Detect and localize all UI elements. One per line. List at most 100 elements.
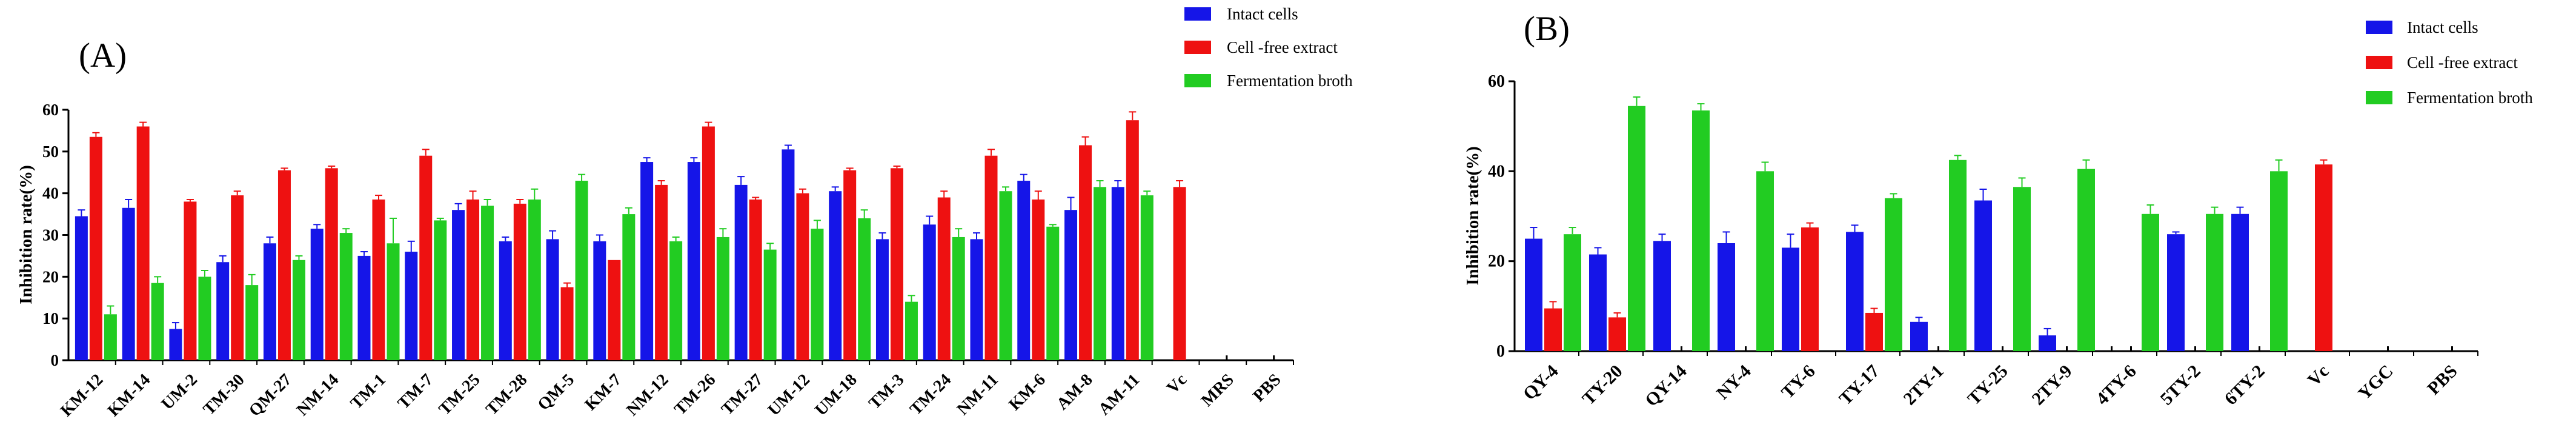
bar-2ty-1-s0	[1910, 321, 1928, 351]
y-tick-label: 0	[51, 351, 59, 369]
bar-tm-1-s2	[387, 243, 400, 360]
bar-tm-28-s0	[499, 241, 512, 360]
y-tick-label: 20	[42, 267, 59, 286]
bar-um-18-s1	[843, 170, 857, 360]
bar-am-11-s1	[1126, 120, 1139, 361]
bar-ny-4-s0	[1718, 243, 1735, 351]
x-tick-label: UM-2	[158, 371, 201, 414]
legend-swatch-0	[2366, 21, 2392, 34]
x-tick-label: KM-7	[581, 371, 625, 415]
bar-qm-27-s0	[263, 243, 276, 360]
bar-nm-12-s2	[669, 241, 683, 360]
bar-tm-3-s2	[905, 301, 918, 360]
bar-qy-4-s1	[1544, 308, 1562, 351]
bar-km-14-s2	[151, 283, 164, 360]
bar-qm-5-s1	[560, 287, 574, 360]
legend-swatch-2	[2366, 91, 2392, 104]
bar-nm-12-s1	[655, 184, 668, 360]
bar-um-18-s2	[858, 218, 871, 360]
bar-tm-26-s0	[687, 162, 700, 360]
x-tick-label: TM-7	[394, 371, 436, 413]
bar-qm-27-s2	[292, 260, 305, 360]
bar-um-18-s0	[829, 191, 842, 360]
bar-km-6-s2	[1046, 226, 1060, 360]
y-axis-label: Inhibition rate(%)	[16, 165, 36, 304]
y-tick-label: 20	[1488, 252, 1505, 271]
x-tick-label: AM-11	[1095, 371, 1143, 419]
y-tick-label: 40	[1488, 162, 1505, 181]
panel-1: (B) Inhibition rate(%) 0 20 40 60 QY-4 TY-20 QY-…	[1463, 10, 2533, 411]
bar-km-12-s1	[89, 136, 102, 360]
bar-ty-17-s2	[1885, 198, 1902, 351]
y-tick-label: 40	[42, 184, 59, 203]
x-tick-label: Vc	[1163, 371, 1190, 398]
bar-tm-24-s1	[937, 197, 951, 360]
bar-qy-14-s0	[1653, 241, 1671, 351]
bar-qy-14-s2	[1692, 110, 1710, 352]
legend-label-1: Cell -free extract	[2407, 53, 2518, 72]
bar-qm-27-s1	[277, 170, 291, 360]
x-tick-label: QY-4	[1519, 361, 1562, 404]
legend-label-2: Fermentation broth	[1227, 72, 1353, 90]
bar-5ty-2-s0	[2167, 234, 2185, 351]
y-tick-label: 60	[42, 101, 59, 119]
bar-vc-s1	[2315, 164, 2332, 351]
x-tick-label: AM-8	[1053, 371, 1096, 414]
bar-um-2-s1	[184, 201, 197, 360]
y-tick-label: 60	[1488, 72, 1505, 91]
bar-tm-30-s1	[231, 195, 244, 360]
bar-tm-28-s1	[513, 203, 526, 360]
bar-km-14-s1	[136, 126, 150, 361]
legend-swatch-0	[1184, 7, 1211, 21]
bar-nm-14-s1	[325, 168, 338, 360]
bar-2ty-9-s2	[2077, 169, 2095, 351]
bar-km-7-s0	[593, 241, 606, 360]
bar-nm-11-s2	[999, 191, 1012, 360]
x-tick-label: 4TY-6	[2093, 361, 2140, 409]
x-tick-label: NY-4	[1713, 361, 1755, 403]
x-tick-label: TM-24	[906, 371, 955, 419]
x-tick-label: UM-12	[765, 371, 814, 420]
x-tick-label: TM-26	[671, 371, 719, 419]
bar-qm-5-s0	[546, 239, 559, 360]
bar-am-8-s0	[1064, 210, 1078, 360]
bar-km-14-s0	[122, 207, 135, 360]
bar-km-6-s0	[1017, 181, 1031, 360]
bar-um-2-s0	[169, 329, 182, 360]
bar-ty-25-s0	[1974, 200, 1992, 351]
x-tick-label: TM-28	[482, 371, 531, 419]
bar-am-11-s0	[1111, 187, 1124, 360]
bar-tm-27-s0	[734, 184, 748, 360]
bar-km-12-s2	[104, 314, 117, 360]
bar-nm-11-s1	[984, 155, 998, 360]
bar-ty-6-s0	[1782, 247, 1799, 351]
x-tick-label: KM-12	[57, 371, 107, 420]
bar-tm-7-s0	[405, 252, 418, 360]
bar-tm-30-s2	[245, 285, 259, 360]
y-tick-label: 10	[42, 309, 59, 327]
legend-swatch-2	[1184, 74, 1211, 87]
bar-ty-20-s0	[1589, 254, 1607, 351]
x-tick-label: PBS	[1249, 371, 1284, 406]
bar-um-12-s0	[782, 149, 795, 360]
x-tick-label: TM-25	[435, 371, 483, 419]
bar-km-6-s1	[1032, 199, 1045, 360]
x-tick-label: TY-20	[1579, 361, 1627, 409]
bar-um-12-s2	[811, 229, 824, 360]
bar-tm-3-s0	[875, 239, 889, 360]
bar-tm-25-s2	[481, 206, 494, 360]
x-tick-label: TY-6	[1778, 361, 1819, 403]
bar-tm-27-s1	[749, 199, 762, 360]
x-tick-label: UM-18	[811, 371, 860, 420]
bar-km-12-s0	[75, 216, 88, 360]
panel-0: (A)Inhibition rate(%)0102030405060KM-12K…	[16, 5, 1353, 420]
bar-ty-20-s2	[1628, 106, 1645, 351]
x-tick-label: QM-5	[534, 371, 579, 415]
bar-tm-25-s1	[466, 199, 480, 360]
x-tick-label: TY-17	[1836, 361, 1884, 409]
x-tick-label: 2TY-9	[2028, 361, 2076, 409]
panel-label: (B)	[1524, 10, 1570, 48]
y-tick-label: 30	[42, 226, 59, 244]
x-tick-label: PBS	[2423, 361, 2461, 398]
